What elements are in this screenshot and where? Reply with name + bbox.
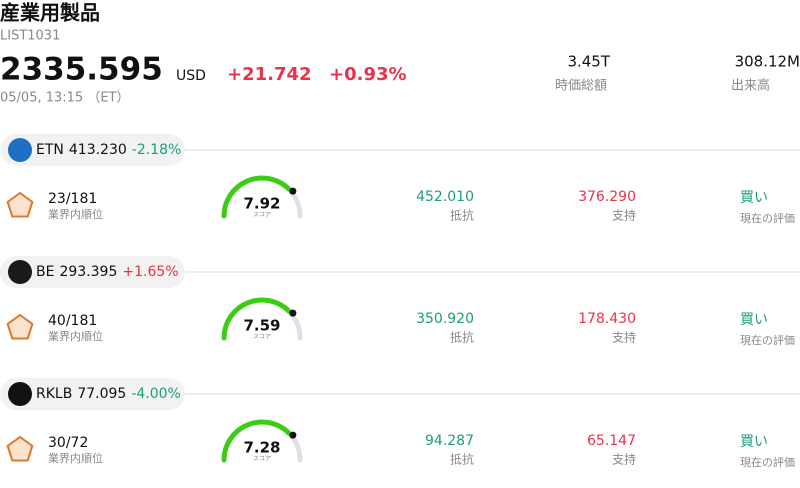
ticker-change: +1.65% xyxy=(122,264,178,280)
ticker: BE xyxy=(36,264,54,280)
resistance: 452.010 xyxy=(416,189,474,205)
market-cap-label: 時価総額 xyxy=(555,79,607,94)
resistance: 350.920 xyxy=(416,311,474,327)
resistance-label: 抵抗 xyxy=(450,330,474,345)
resistance-label: 抵抗 xyxy=(450,452,474,467)
support-label: 支持 xyxy=(612,452,636,467)
gauge-fill xyxy=(221,175,292,219)
rank-icon xyxy=(6,313,34,340)
gauge-dot xyxy=(289,309,297,317)
code: LIST1031 xyxy=(0,29,60,44)
volume-label: 出来高 xyxy=(731,78,770,94)
ticker-pill xyxy=(0,134,185,166)
title: 産業用製品 xyxy=(0,1,100,25)
rating: 買い xyxy=(740,434,768,450)
rank-icon xyxy=(6,191,34,218)
rank: 40/181 xyxy=(48,313,97,329)
score: 7.59 xyxy=(243,317,280,335)
resistance: 94.287 xyxy=(425,433,474,449)
score-label: スコア xyxy=(253,456,271,463)
gauge-dot xyxy=(289,187,297,195)
change: +21.742 xyxy=(227,64,312,85)
resistance-label: 抵抗 xyxy=(450,208,474,223)
ticker-change: -2.18% xyxy=(132,142,182,158)
currency: USD xyxy=(176,68,206,84)
support: 178.430 xyxy=(578,311,636,327)
ticker-logo xyxy=(8,260,32,284)
rating-label: 現在の評価 xyxy=(740,211,795,225)
ticker-logo xyxy=(8,382,32,406)
market-cap: 3.45T xyxy=(567,53,610,71)
support-label: 支持 xyxy=(612,330,636,345)
rating-label: 現在の評価 xyxy=(740,333,795,347)
rank-label: 業界内順位 xyxy=(48,207,103,221)
rank-icon xyxy=(6,435,34,462)
support: 65.147 xyxy=(587,433,636,449)
score-label: スコア xyxy=(253,212,271,219)
ticker-pill xyxy=(0,256,185,288)
score: 7.92 xyxy=(243,195,280,213)
price: 2335.595 xyxy=(0,52,163,88)
gauge-fill xyxy=(221,297,292,341)
score: 7.28 xyxy=(243,439,280,457)
ticker: ETN xyxy=(36,142,64,158)
datetime: 05/05, 13:15 （ET） xyxy=(0,91,129,106)
ticker-price: 293.395 xyxy=(59,264,117,280)
ticker-logo xyxy=(8,138,32,162)
rank-label: 業界内順位 xyxy=(48,329,103,343)
rank-label: 業界内順位 xyxy=(48,451,103,465)
rating-label: 現在の評価 xyxy=(740,455,795,469)
ticker-price: 413.230 xyxy=(69,142,127,158)
ticker-price: 77.095 xyxy=(77,386,126,402)
change-pct: +0.93% xyxy=(329,64,407,85)
rating: 買い xyxy=(740,190,768,206)
support: 376.290 xyxy=(578,189,636,205)
ticker-change: -4.00% xyxy=(131,386,181,402)
rating: 買い xyxy=(740,312,768,328)
support-label: 支持 xyxy=(612,208,636,223)
volume: 308.12M xyxy=(735,53,800,71)
rank: 30/72 xyxy=(48,435,88,451)
ticker-pill xyxy=(0,378,185,410)
gauge-dot xyxy=(289,431,297,439)
score-label: スコア xyxy=(253,334,271,341)
rank: 23/181 xyxy=(48,191,97,207)
ticker: RKLB xyxy=(36,386,72,402)
gauge-fill xyxy=(221,419,292,463)
